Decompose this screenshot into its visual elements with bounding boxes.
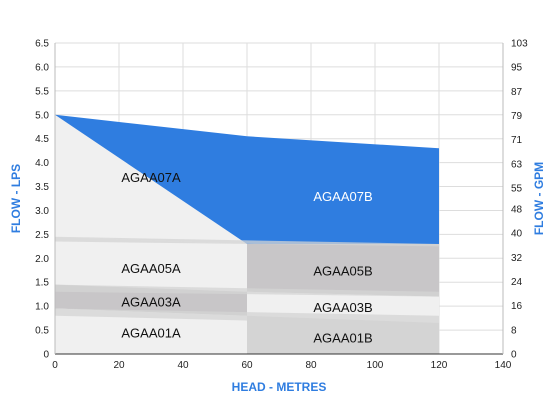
y-tick-label: 0.5 [35,326,49,337]
y-axis-title: FLOW - LPS [9,164,23,233]
region-label-agaa07b: AGAA07B [313,189,372,204]
region-label-agaa07a: AGAA07A [121,170,181,185]
x-tick-label: 60 [241,360,253,371]
x-tick-label: 140 [495,360,512,371]
x-tick-label: 0 [52,360,58,371]
y-tick-label: 1.0 [35,302,49,313]
y2-tick-label: 24 [511,277,523,288]
y2-tick-label: 79 [511,111,523,122]
region-label-agaa05a: AGAA05A [121,261,181,276]
x-tick-label: 80 [305,360,317,371]
y-tick-label: 6.5 [35,39,49,50]
region-label-agaa01a: AGAA01A [121,325,181,340]
y2-tick-label: 8 [511,325,517,336]
y-tick-label: 2.0 [35,254,49,265]
region-label-agaa03a: AGAA03A [121,294,181,309]
y2-tick-label: 40 [511,229,523,240]
y2-tick-label: 32 [511,253,523,264]
y2-tick-label: 0 [511,350,517,361]
y-tick-label: 2.5 [35,230,49,241]
y-tick-label: 3.5 [35,182,49,193]
y2-tick-label: 95 [511,63,523,74]
region-label-agaa03b: AGAA03B [313,300,372,315]
x-tick-label: 120 [431,360,448,371]
y-tick-label: 5.0 [35,110,49,121]
y2-tick-label: 48 [511,205,523,216]
y-tick-label: 4.5 [35,134,49,145]
y-tick-label: 3.0 [35,206,49,217]
x-tick-label: 20 [113,360,125,371]
y2-tick-label: 103 [511,39,528,50]
y2-tick-label: 55 [511,183,523,194]
y2-axis-title: FLOW - GPM [532,162,546,235]
y-tick-label: 6.0 [35,62,49,73]
x-axis-title: HEAD - METRES [232,380,327,394]
x-tick-label: 100 [367,360,384,371]
x-tick-label: 40 [177,360,189,371]
region-label-agaa01b: AGAA01B [313,330,372,345]
y2-tick-label: 87 [511,87,523,98]
region-label-agaa05b: AGAA05B [313,263,372,278]
y2-tick-label: 16 [511,301,523,312]
y-tick-label: 5.5 [35,86,49,97]
y-tick-label: 1.5 [35,278,49,289]
y2-tick-label: 63 [511,159,523,170]
y-tick-label: 0 [43,350,49,361]
y2-tick-label: 71 [511,135,523,146]
y-tick-label: 4.0 [35,158,49,169]
